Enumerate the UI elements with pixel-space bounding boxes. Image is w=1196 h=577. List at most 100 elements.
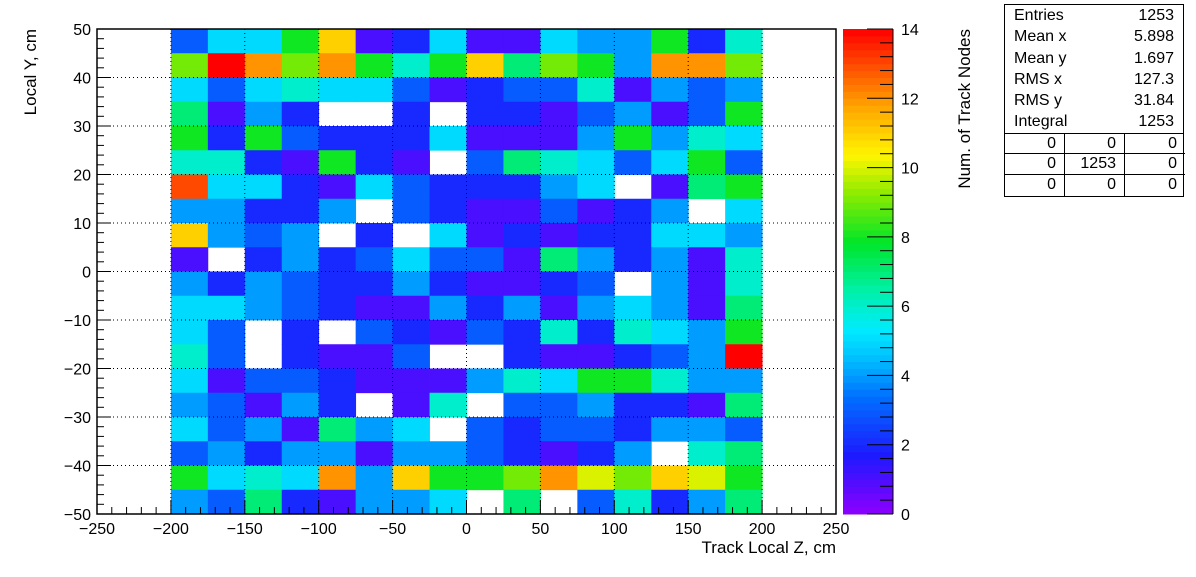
heatmap-cell — [244, 368, 283, 394]
heatmap-cell — [503, 465, 541, 491]
heatmap-cell — [170, 320, 209, 345]
heatmap-cell — [355, 223, 393, 248]
heatmap-cell — [688, 271, 726, 297]
heatmap-cell — [577, 271, 615, 297]
colorbar-swatch — [843, 42, 893, 51]
heatmap-cell — [725, 29, 763, 54]
heatmap-cell — [207, 465, 246, 491]
colorbar-swatch — [843, 285, 893, 293]
heatmap-cell — [466, 53, 504, 78]
heatmap-cell — [503, 223, 541, 248]
heatmap-cell — [688, 344, 726, 369]
heatmap-cell — [281, 295, 320, 321]
heatmap-cell — [392, 295, 430, 321]
heatmap-cell — [170, 223, 209, 248]
heatmap-cell — [614, 126, 652, 151]
x-tick-label: 200 — [749, 521, 776, 538]
heatmap-cell — [651, 489, 689, 515]
heatmap-cell — [170, 441, 209, 466]
colorbar-swatch — [843, 216, 893, 224]
colorbar-swatch — [843, 410, 893, 418]
heatmap-cell — [244, 441, 283, 466]
heatmap-cell — [503, 53, 541, 78]
colorbar-swatch — [843, 320, 893, 328]
colorbar-swatch — [843, 430, 893, 439]
x-tick-label: 250 — [823, 521, 850, 538]
stats-value: 1.697 — [1133, 49, 1174, 67]
heatmap-cell — [725, 320, 763, 345]
heatmap-cell — [540, 247, 578, 272]
colorbar-swatch — [843, 444, 893, 453]
colorbar-tick-label: 2 — [901, 438, 910, 455]
heatmap-cell — [651, 465, 689, 491]
colorbar-swatch — [843, 56, 893, 65]
heatmap-cell — [503, 489, 541, 515]
y-tick-label: −40 — [64, 459, 91, 476]
heatmap-cell — [503, 368, 541, 394]
heatmap-cell — [244, 101, 283, 127]
heatmap-cell — [688, 223, 726, 248]
heatmap-cell — [540, 271, 578, 297]
colorbar-swatch — [843, 375, 893, 383]
heatmap-cell — [392, 29, 430, 54]
heatmap-cell — [281, 101, 320, 127]
x-tick-label: 100 — [601, 521, 628, 538]
stats-row-mean-y: Mean y 1.697 — [1005, 48, 1183, 69]
heatmap-cell — [577, 198, 615, 224]
heatmap-cell — [207, 368, 246, 394]
heatmap-cell — [429, 174, 467, 200]
heatmap-cell — [207, 150, 246, 175]
heatmap-cell — [281, 465, 320, 491]
heatmap-cell — [281, 223, 320, 248]
heatmap-cell — [207, 489, 246, 515]
heatmap-cell — [577, 489, 615, 515]
heatmap-cell — [503, 126, 541, 151]
heatmap-cell — [651, 417, 689, 442]
colorbar-swatch — [843, 84, 893, 92]
x-tick-label: 0 — [462, 521, 471, 538]
heatmap-cell — [577, 247, 615, 272]
colorbar-swatch — [843, 313, 893, 321]
heatmap-cell — [170, 489, 209, 515]
heatmap-cell — [577, 392, 615, 418]
heatmap-cell — [207, 101, 246, 127]
heatmap-cell — [577, 465, 615, 491]
heatmap-cell — [540, 53, 578, 78]
heatmap-cell — [207, 198, 246, 224]
heatmap-cell — [355, 29, 393, 54]
stats-value: 1253 — [1138, 113, 1174, 131]
heatmap-cell — [466, 465, 504, 491]
heatmap-cell — [392, 150, 430, 175]
colorbar-tick-label: 6 — [901, 299, 910, 316]
heatmap-cell — [244, 150, 283, 175]
heatmap-cell — [281, 392, 320, 418]
heatmap-cell — [503, 198, 541, 224]
heatmap-cell — [355, 150, 393, 175]
heatmap-cell — [281, 247, 320, 272]
heatmap-cell — [651, 392, 689, 418]
heatmap-cell — [318, 126, 357, 151]
heatmap-cell — [281, 150, 320, 175]
heatmap-cell — [355, 368, 393, 394]
heatmap-cell — [614, 223, 652, 248]
heatmap-cell — [577, 417, 615, 442]
heatmap-cell — [170, 53, 209, 78]
heatmap-cell — [355, 77, 393, 103]
heatmap-cell — [725, 441, 763, 466]
heatmap-cell — [170, 465, 209, 491]
heatmap-cell — [577, 53, 615, 78]
stats-row-mean-x: Mean x 5.898 — [1005, 26, 1183, 47]
colorbar-swatch — [843, 132, 893, 141]
heatmap-cell — [355, 53, 393, 78]
heatmap-cell — [318, 150, 357, 175]
heatmap-cell — [207, 29, 246, 54]
heatmap-cell — [651, 295, 689, 321]
heatmap-cell — [688, 489, 726, 515]
heatmap-cell — [466, 295, 504, 321]
colorbar-tick-label: 0 — [901, 507, 910, 524]
heatmap-cell — [614, 101, 652, 127]
heatmap-cell — [207, 174, 246, 200]
heatmap-cell — [318, 53, 357, 78]
heatmap-cell — [651, 101, 689, 127]
heatmap-cell — [281, 441, 320, 466]
